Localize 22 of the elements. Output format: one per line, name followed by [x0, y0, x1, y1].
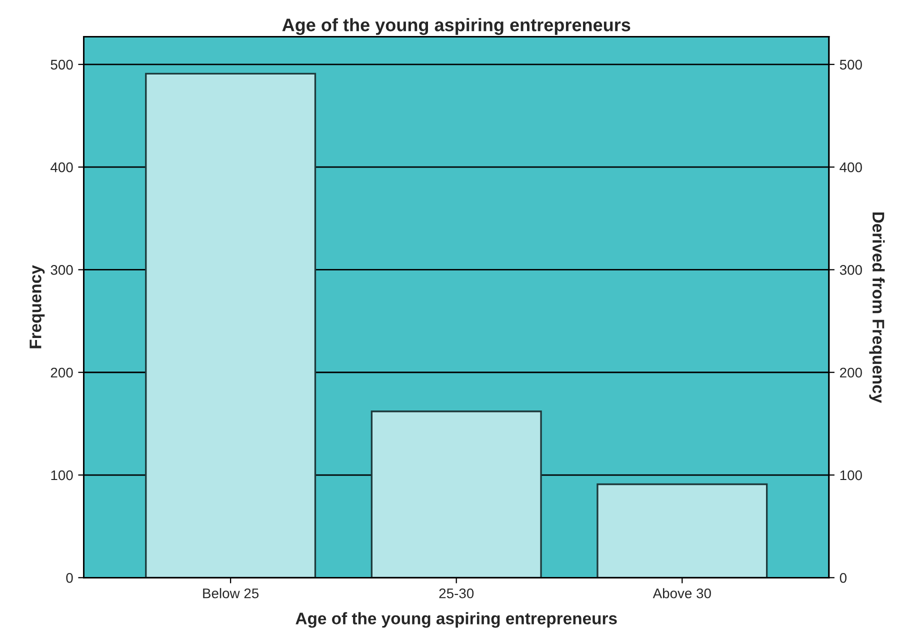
x-tick-label: Above 30 — [652, 588, 711, 598]
y2-tick-label: 500 — [840, 60, 862, 70]
y-tick-label: 300 — [50, 265, 73, 275]
y-tick-label: 100 — [51, 470, 73, 480]
y2-axis-title: Derived from Frequency — [869, 212, 885, 403]
bar — [370, 410, 542, 578]
y-axis-title: Frequency — [30, 265, 45, 348]
y2-tick-label: 200 — [840, 368, 862, 378]
y-tick-label: 400 — [50, 162, 73, 172]
y2-tick-label: 300 — [840, 265, 862, 275]
y2-tick-label: 400 — [840, 162, 862, 172]
bar — [596, 483, 768, 578]
x-axis-title: Age of the young aspiring entrepreneurs — [296, 612, 617, 628]
y2-tick-label: 0 — [840, 573, 847, 583]
chart-title: Age of the young aspiring entrepreneurs — [282, 18, 630, 35]
y2-tick-label: 100 — [840, 470, 862, 480]
bar — [145, 72, 316, 578]
y-tick-label: 0 — [66, 573, 73, 583]
y-tick-label: 500 — [50, 60, 73, 70]
x-tick-label: Below 25 — [203, 588, 259, 598]
y-tick-label: 200 — [50, 368, 73, 378]
x-tick-label: 25-30 — [439, 588, 474, 598]
